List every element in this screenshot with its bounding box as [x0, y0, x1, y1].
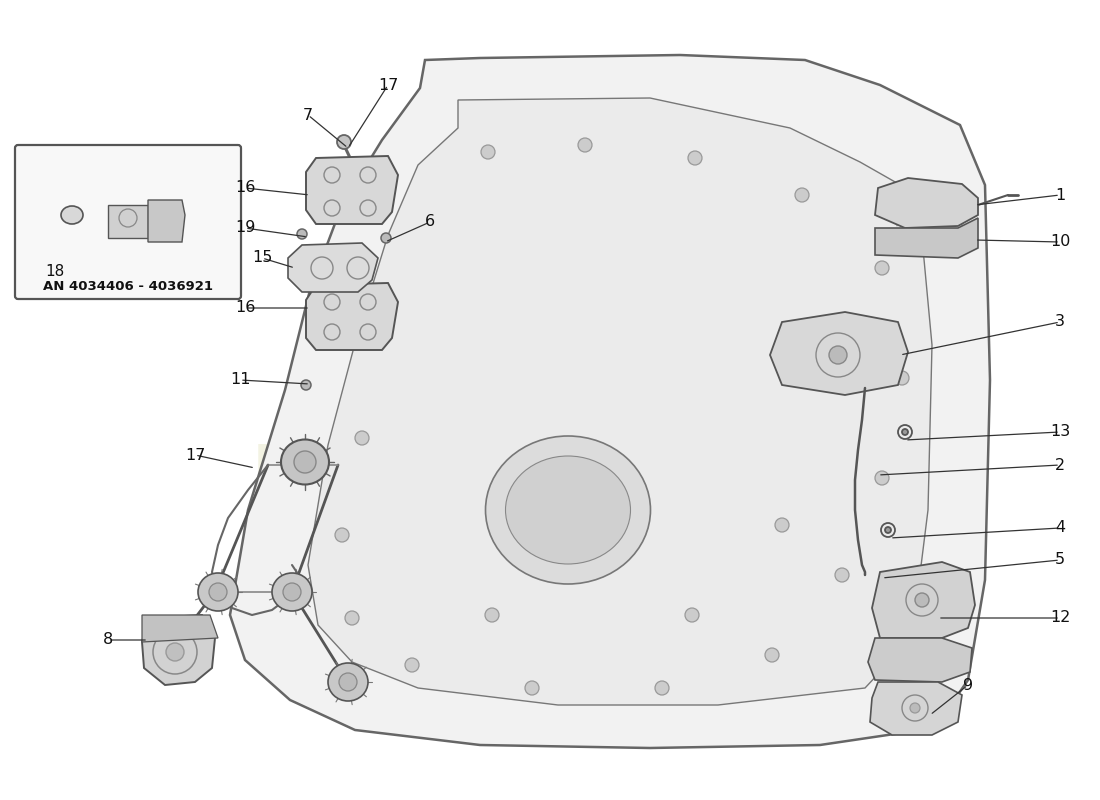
Polygon shape: [870, 682, 962, 735]
Circle shape: [337, 135, 351, 149]
Polygon shape: [306, 156, 398, 224]
Text: 4: 4: [1055, 521, 1065, 535]
Circle shape: [895, 371, 909, 385]
Circle shape: [795, 188, 808, 202]
Circle shape: [829, 346, 847, 364]
Ellipse shape: [198, 573, 238, 611]
Circle shape: [339, 673, 358, 691]
Text: 5: 5: [1055, 553, 1065, 567]
Polygon shape: [142, 615, 218, 642]
Circle shape: [910, 703, 920, 713]
Circle shape: [874, 261, 889, 275]
Polygon shape: [148, 200, 185, 242]
Circle shape: [902, 429, 908, 435]
Circle shape: [776, 518, 789, 532]
Text: 13: 13: [1049, 425, 1070, 439]
Circle shape: [525, 681, 539, 695]
Polygon shape: [308, 98, 932, 705]
Circle shape: [654, 681, 669, 695]
Text: 12: 12: [1049, 610, 1070, 626]
Polygon shape: [142, 615, 214, 685]
Polygon shape: [306, 283, 398, 350]
Ellipse shape: [272, 573, 312, 611]
Circle shape: [294, 451, 316, 473]
Circle shape: [297, 229, 307, 239]
Circle shape: [886, 527, 891, 533]
Circle shape: [405, 658, 419, 672]
Circle shape: [764, 648, 779, 662]
Circle shape: [355, 431, 368, 445]
Circle shape: [209, 583, 227, 601]
Text: 11: 11: [230, 373, 251, 387]
Circle shape: [345, 611, 359, 625]
Circle shape: [485, 608, 499, 622]
Ellipse shape: [280, 439, 329, 485]
Circle shape: [578, 138, 592, 152]
Circle shape: [685, 608, 698, 622]
Text: 17: 17: [377, 78, 398, 93]
Polygon shape: [230, 55, 990, 748]
Circle shape: [481, 145, 495, 159]
Circle shape: [835, 568, 849, 582]
Circle shape: [381, 233, 390, 243]
Circle shape: [688, 151, 702, 165]
Text: AN 4034406 - 4036921: AN 4034406 - 4036921: [43, 279, 213, 293]
Circle shape: [301, 380, 311, 390]
Ellipse shape: [506, 456, 630, 564]
Text: 16: 16: [234, 301, 255, 315]
Text: 1: 1: [1055, 187, 1065, 202]
FancyBboxPatch shape: [15, 145, 241, 299]
Ellipse shape: [328, 663, 369, 701]
Ellipse shape: [60, 206, 82, 224]
Circle shape: [915, 593, 930, 607]
Text: 8: 8: [103, 633, 113, 647]
Circle shape: [874, 471, 889, 485]
Text: 6: 6: [425, 214, 436, 230]
Circle shape: [283, 583, 301, 601]
Text: a passion for parts since 1985: a passion for parts since 1985: [344, 514, 732, 662]
Text: 3: 3: [1055, 314, 1065, 330]
Polygon shape: [770, 312, 908, 395]
Ellipse shape: [485, 436, 650, 584]
Text: 9: 9: [962, 678, 974, 693]
Polygon shape: [874, 178, 978, 228]
Circle shape: [166, 643, 184, 661]
Text: 2: 2: [1055, 458, 1065, 473]
Polygon shape: [868, 638, 972, 682]
Text: 17: 17: [185, 447, 206, 462]
Text: 15: 15: [252, 250, 272, 266]
Circle shape: [785, 348, 799, 362]
Text: EPC: EPC: [246, 439, 509, 557]
Text: 10: 10: [1049, 234, 1070, 250]
Polygon shape: [874, 218, 978, 258]
Text: 16: 16: [234, 181, 255, 195]
Polygon shape: [108, 205, 148, 238]
Text: 18: 18: [45, 265, 65, 279]
Circle shape: [336, 528, 349, 542]
Polygon shape: [872, 562, 975, 638]
Text: 19: 19: [234, 221, 255, 235]
Polygon shape: [288, 243, 378, 292]
Text: 7: 7: [302, 107, 313, 122]
